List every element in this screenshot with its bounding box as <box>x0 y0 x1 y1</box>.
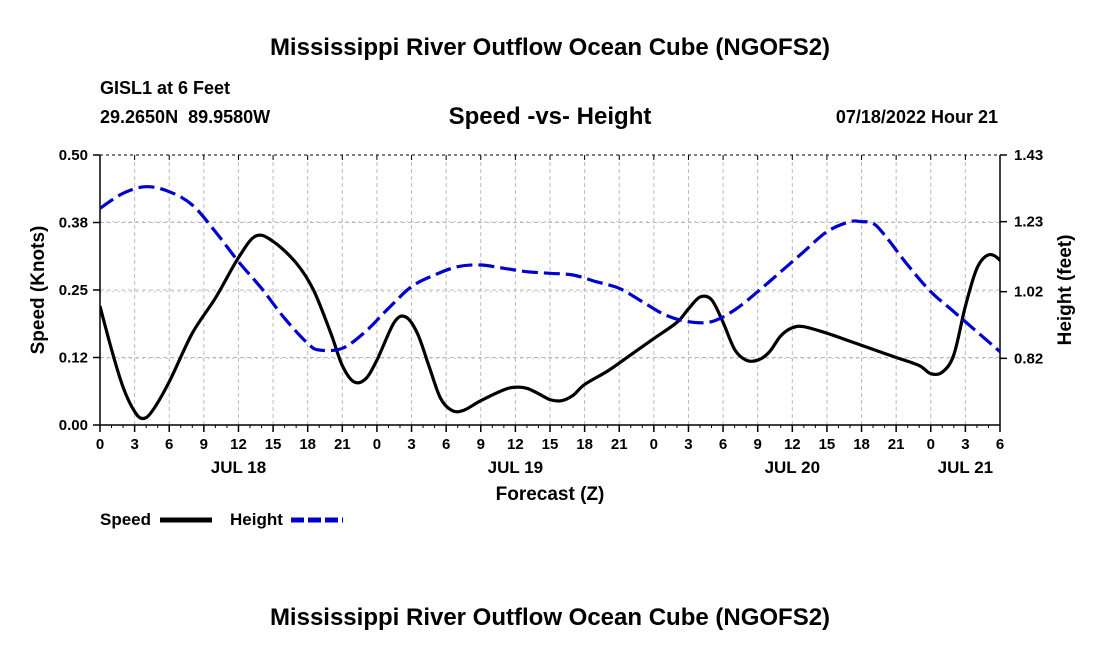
x-tick-label: 3 <box>130 436 138 453</box>
forecast-datetime: 07/18/2022 Hour 21 <box>836 107 998 127</box>
day-label: JUL 21 <box>938 458 993 477</box>
x-tick-label: 12 <box>784 436 801 453</box>
x-tick-label: 9 <box>477 436 485 453</box>
axes <box>93 154 1007 432</box>
y-tick-label-left: 0.50 <box>59 147 88 164</box>
x-tick-label: 18 <box>853 436 870 453</box>
y-tick-label-right: 0.82 <box>1014 350 1043 367</box>
x-tick-label: 3 <box>407 436 415 453</box>
y-axis-right-label: Height (feet) <box>1055 235 1076 346</box>
x-tick-label: 15 <box>819 436 836 453</box>
y-tick-label-right: 1.43 <box>1014 147 1043 164</box>
y-tick-label-left: 0.00 <box>59 417 88 434</box>
x-tick-label: 0 <box>96 436 104 453</box>
series-lines <box>100 185 1000 421</box>
x-tick-label: 9 <box>754 436 762 453</box>
x-tick-label: 6 <box>719 436 727 453</box>
x-tick-label: 21 <box>334 436 351 453</box>
y-tick-label-right: 1.23 <box>1014 214 1043 231</box>
x-tick-label: 0 <box>373 436 381 453</box>
x-tick-label: 9 <box>200 436 208 453</box>
page-title-bottom: Mississippi River Outflow Ocean Cube (NG… <box>270 604 830 631</box>
series-line-height <box>100 185 1000 354</box>
y-tick-label-left: 0.38 <box>59 215 88 232</box>
x-tick-label: 21 <box>888 436 905 453</box>
x-axis-label: Forecast (Z) <box>496 484 605 505</box>
x-tick-label: 6 <box>165 436 173 453</box>
x-tick-label: 6 <box>996 436 1004 453</box>
series-line-speed <box>100 233 1000 421</box>
x-tick-label: 15 <box>542 436 559 453</box>
y-axis-left-label: Speed (Knots) <box>28 226 49 355</box>
x-tick-label: 15 <box>265 436 282 453</box>
legend: Speed Height <box>100 510 343 529</box>
x-tick-label: 0 <box>650 436 658 453</box>
chart-title: Speed -vs- Height <box>449 103 652 130</box>
x-tick-label: 18 <box>576 436 593 453</box>
y-tick-label-left: 0.25 <box>59 282 88 299</box>
day-label: JUL 18 <box>211 458 266 477</box>
y-tick-label-right: 1.02 <box>1014 284 1043 301</box>
grid <box>100 154 1000 425</box>
legend-height-label: Height <box>230 510 283 529</box>
station-name: GISL1 at 6 Feet <box>100 78 230 98</box>
page-title-top: Mississippi River Outflow Ocean Cube (NG… <box>270 34 830 61</box>
x-tick-label: 21 <box>611 436 628 453</box>
x-tick-label: 12 <box>507 436 524 453</box>
station-location: 29.2650N 89.9580W <box>100 107 270 127</box>
x-tick-label: 12 <box>230 436 247 453</box>
x-tick-label: 6 <box>442 436 450 453</box>
x-tick-label: 18 <box>299 436 316 453</box>
legend-speed-label: Speed <box>100 510 151 529</box>
day-label: JUL 20 <box>765 458 820 477</box>
tick-labels: 0 3 6 9 12 15 18 21 0 3 6 9 12 15 18 21 0 3 6 9 12 15 18 21 0 3 6J… <box>59 147 1043 477</box>
day-label: JUL 19 <box>488 458 543 477</box>
x-tick-label: 0 <box>927 436 935 453</box>
y-tick-label-left: 0.12 <box>59 350 88 367</box>
x-tick-label: 3 <box>684 436 692 453</box>
x-tick-label: 3 <box>961 436 969 453</box>
